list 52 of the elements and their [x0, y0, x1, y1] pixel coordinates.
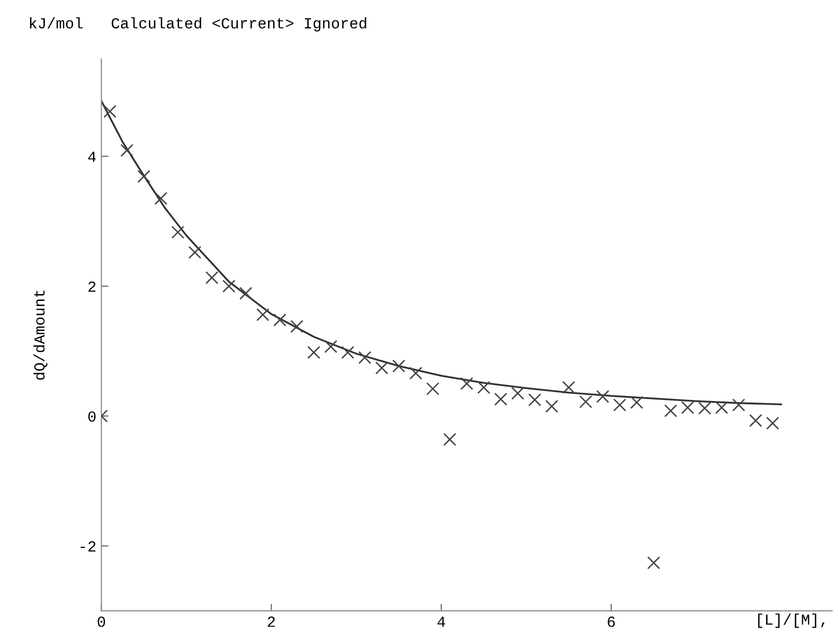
point — [647, 556, 660, 570]
point — [698, 402, 712, 415]
point — [358, 351, 372, 364]
point — [273, 313, 286, 326]
point — [154, 192, 168, 205]
point — [290, 320, 304, 333]
y-tick-label: 4 — [88, 152, 96, 162]
point — [630, 396, 644, 409]
point — [545, 400, 558, 413]
point — [613, 398, 626, 412]
point — [188, 246, 202, 259]
point — [222, 280, 236, 293]
point — [120, 144, 134, 157]
y-tick-label: -2 — [80, 541, 96, 552]
point — [409, 366, 422, 380]
point — [715, 401, 728, 414]
x-tick-label: 6 — [608, 616, 615, 627]
point — [732, 398, 746, 412]
point — [596, 390, 610, 404]
x-tick-label: 2 — [268, 616, 275, 627]
point — [137, 170, 150, 183]
x-tick-label: 0 — [98, 616, 106, 627]
point — [443, 432, 456, 446]
x-tick-label: 4 — [437, 616, 446, 627]
point — [477, 380, 490, 394]
y-axis-title: dQ/dAmount — [33, 290, 48, 380]
point — [562, 380, 576, 394]
point — [205, 271, 218, 284]
x-axis-title: [L]/[M], — [758, 614, 824, 628]
point — [460, 377, 474, 390]
point — [392, 360, 406, 373]
point — [511, 386, 524, 400]
point — [426, 382, 440, 396]
point — [749, 414, 762, 428]
point — [766, 416, 780, 430]
point — [307, 346, 320, 359]
chart-title: kJ/mol Calculated <Current> Ignored — [30, 17, 366, 32]
point — [324, 340, 338, 354]
point — [579, 395, 592, 408]
y-tick-label: 2 — [88, 281, 96, 292]
point — [239, 286, 252, 300]
point — [375, 361, 388, 374]
point — [171, 226, 184, 239]
point — [256, 308, 270, 322]
point — [494, 392, 508, 406]
line-series — [101, 100, 782, 406]
y-tick-label: 0 — [88, 411, 96, 422]
point — [681, 401, 694, 414]
point — [341, 346, 354, 359]
point — [528, 393, 542, 406]
point — [664, 404, 678, 418]
point — [103, 104, 116, 118]
